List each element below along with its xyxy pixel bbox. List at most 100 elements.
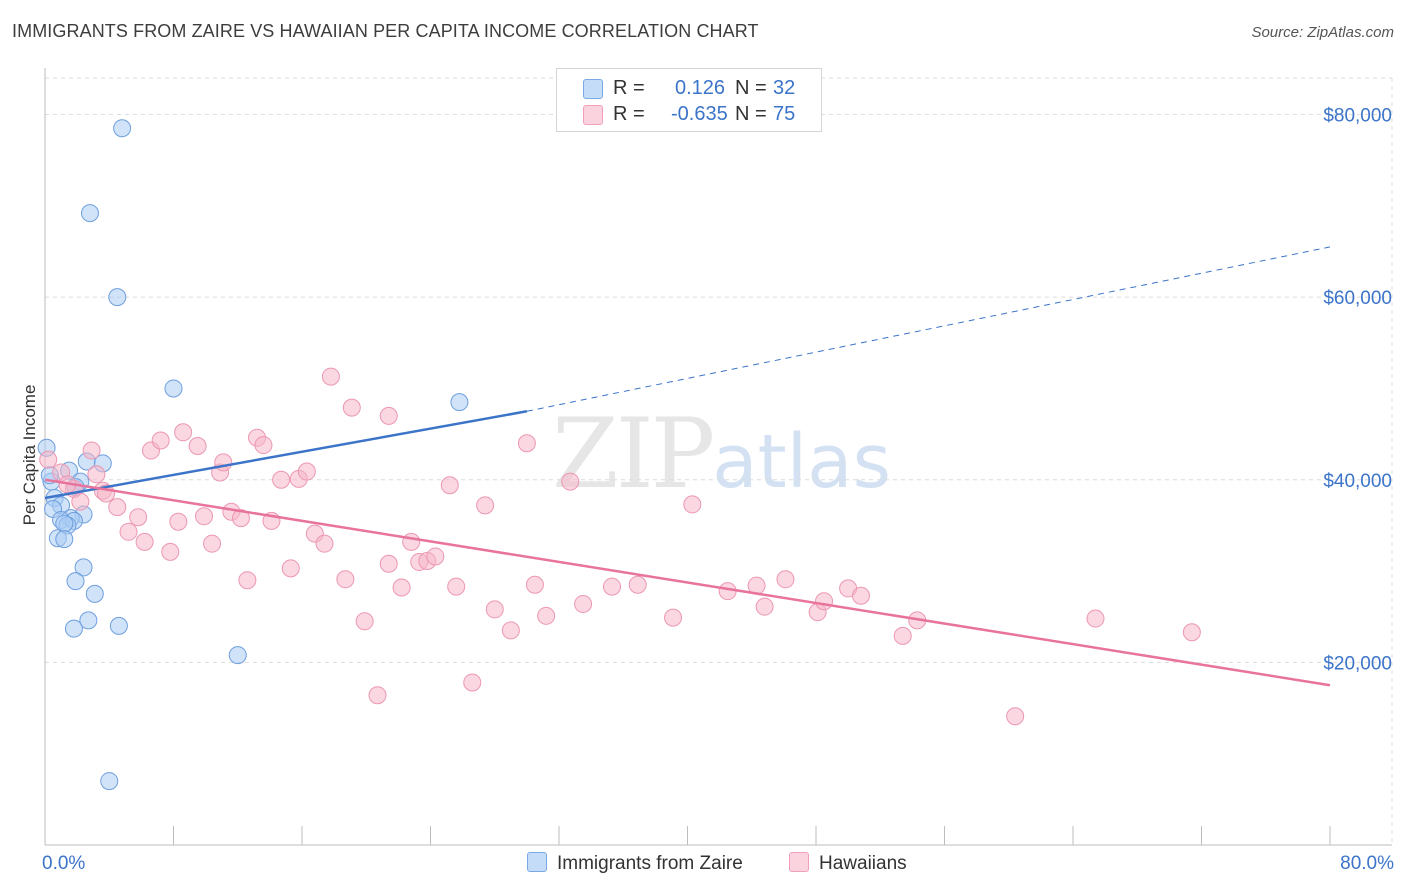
point-hawaiians <box>517 434 536 453</box>
x-tick-label: 80.0% <box>1340 853 1394 874</box>
point-hawaiians <box>463 673 482 692</box>
point-hawaiians <box>525 575 544 594</box>
bottom-legend-label-hawaiians: Hawaiians <box>819 853 907 874</box>
series-zaire-points <box>37 119 469 791</box>
point-hawaiians <box>281 559 300 578</box>
point-hawaiians <box>379 406 398 425</box>
bottom-legend-label-zaire: Immigrants from Zaire <box>557 853 743 874</box>
point-hawaiians <box>315 534 334 553</box>
point-hawaiians <box>161 542 180 561</box>
point-hawaiians <box>379 554 398 573</box>
point-zaire <box>55 530 74 549</box>
point-hawaiians <box>402 532 421 551</box>
point-hawaiians <box>108 498 127 517</box>
point-hawaiians <box>129 508 148 527</box>
point-hawaiians <box>39 450 58 469</box>
point-zaire <box>108 288 127 307</box>
point-hawaiians <box>776 570 795 589</box>
point-hawaiians <box>1086 609 1105 628</box>
point-hawaiians <box>537 606 556 625</box>
point-hawaiians <box>195 507 214 526</box>
bottom-legend-hawaiians: Hawaiians <box>789 852 907 875</box>
trend-line-zaire-extension <box>526 246 1331 412</box>
point-zaire <box>64 619 83 638</box>
point-hawaiians <box>231 509 250 528</box>
point-hawaiians <box>87 465 106 484</box>
legend-swatch-hawaiians <box>583 105 603 125</box>
watermark: ZIPatlas <box>552 398 891 510</box>
point-hawaiians <box>342 398 361 417</box>
point-hawaiians <box>603 577 622 596</box>
legend-swatch-zaire <box>583 79 603 99</box>
point-zaire <box>228 646 247 665</box>
x-tick-labels: 0.0% 80.0% <box>42 853 1394 874</box>
point-zaire <box>109 616 128 635</box>
legend-r-value: -0.635 <box>671 103 728 125</box>
point-hawaiians <box>135 532 154 551</box>
point-hawaiians <box>82 441 101 460</box>
point-hawaiians <box>272 470 291 489</box>
point-hawaiians <box>718 582 737 601</box>
point-hawaiians <box>440 476 459 495</box>
y-axis-label: Per Capita Income <box>20 385 39 526</box>
point-hawaiians <box>151 431 170 450</box>
watermark-zip: ZIP <box>552 398 715 510</box>
bottom-legend-swatch-hawaiians <box>789 852 809 872</box>
legend-n-label: N = <box>735 103 767 125</box>
point-hawaiians <box>426 547 445 566</box>
point-hawaiians <box>355 612 374 631</box>
y-tick-label: $20,000 <box>1323 653 1392 674</box>
point-hawaiians <box>815 592 834 611</box>
legend-r-label: R = <box>613 103 645 125</box>
point-hawaiians <box>851 586 870 605</box>
point-hawaiians <box>119 522 138 541</box>
point-hawaiians <box>447 577 466 596</box>
point-hawaiians <box>392 578 411 597</box>
point-hawaiians <box>238 571 257 590</box>
point-hawaiians <box>169 512 188 531</box>
trend-line-zaire <box>44 410 528 500</box>
point-zaire <box>79 611 98 630</box>
point-hawaiians <box>501 621 520 640</box>
y-tick-labels: $20,000 $40,000 $60,000 $80,000 <box>1323 106 1392 675</box>
point-hawaiians <box>683 495 702 514</box>
point-hawaiians <box>628 575 647 594</box>
point-hawaiians <box>368 686 387 705</box>
legend-n-value: 75 <box>773 103 796 125</box>
bottom-legend-zaire: Immigrants from Zaire <box>527 852 743 875</box>
point-hawaiians <box>476 496 495 515</box>
point-hawaiians <box>174 423 193 442</box>
point-zaire <box>80 204 99 223</box>
watermark-atlas: atlas <box>712 419 892 505</box>
point-zaire <box>450 393 469 412</box>
x-tick-label: 0.0% <box>42 853 85 874</box>
correlation-legend: R = 0.126 N = 32 R = -0.635 N = 75 <box>556 68 822 132</box>
point-hawaiians <box>1006 707 1025 726</box>
point-zaire <box>74 558 93 577</box>
point-hawaiians <box>664 608 683 627</box>
series-hawaiians-points <box>39 367 1201 726</box>
axes <box>44 68 1392 846</box>
trend-line-hawaiians <box>44 478 1331 687</box>
point-zaire <box>164 379 183 398</box>
trend-lines <box>44 246 1331 687</box>
chart-title: IMMIGRANTS FROM ZAIRE VS HAWAIIAN PER CA… <box>12 21 759 41</box>
bottom-legend-swatch-zaire <box>527 852 547 872</box>
y-tick-label: $60,000 <box>1323 288 1392 309</box>
legend-n-label: N = <box>735 77 767 99</box>
y-tick-label: $80,000 <box>1323 106 1392 127</box>
legend-n-value: 32 <box>773 77 796 99</box>
point-hawaiians <box>893 626 912 645</box>
point-hawaiians <box>485 600 504 619</box>
point-hawaiians <box>321 367 340 386</box>
point-hawaiians <box>71 492 90 511</box>
point-hawaiians <box>214 453 233 472</box>
point-zaire <box>100 772 119 791</box>
point-hawaiians <box>755 597 774 616</box>
source-label: Source: ZipAtlas.com <box>1251 24 1394 41</box>
ticks <box>44 826 1331 845</box>
point-hawaiians <box>188 436 207 455</box>
point-zaire <box>113 119 132 138</box>
point-hawaiians <box>1182 623 1201 642</box>
